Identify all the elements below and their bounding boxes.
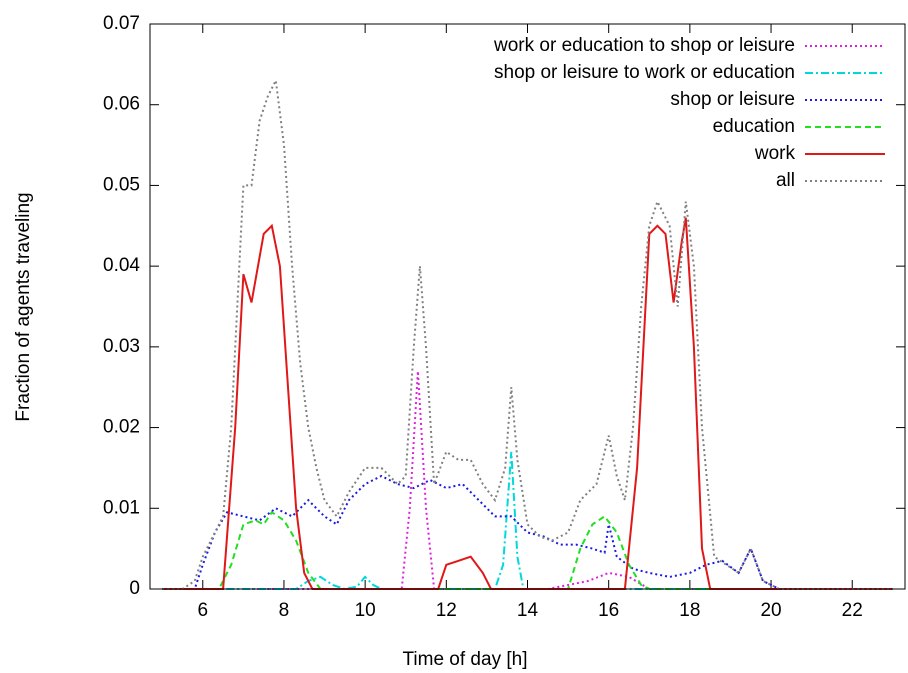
series-line: [162, 217, 893, 590]
y-tick-label: 0.02: [103, 417, 140, 438]
x-axis-label: Time of day [h]: [403, 649, 528, 670]
y-axis-label: Fraction of agents traveling: [13, 192, 34, 421]
series-line: [162, 474, 893, 590]
y-tick-label: 0.04: [103, 255, 140, 276]
legend-label: work: [754, 143, 796, 164]
x-tick-label: 16: [598, 600, 619, 621]
legend-label: shop or leisure: [670, 89, 795, 110]
x-tick-label: 8: [279, 600, 290, 621]
x-tick-label: 18: [679, 600, 700, 621]
y-tick-label: 0.01: [103, 497, 140, 518]
x-tick-label: 10: [355, 600, 376, 621]
x-tick-label: 20: [760, 600, 781, 621]
x-tick-label: 22: [842, 600, 863, 621]
series-line: [162, 371, 893, 590]
y-tick-label: 0.07: [103, 13, 140, 34]
legend-label: all: [776, 170, 795, 191]
y-tick-label: 0.03: [103, 336, 140, 357]
plot-frame: [149, 23, 906, 590]
y-tick-label: 0.06: [103, 94, 140, 115]
legend-label: education: [713, 116, 795, 137]
legend-label: work or education to shop or leisure: [493, 35, 795, 56]
x-tick-label: 14: [517, 600, 539, 621]
legend-label: shop or leisure to work or education: [494, 62, 795, 83]
y-tick-label: 0.05: [103, 174, 140, 195]
y-tick-label: 0: [129, 578, 140, 599]
x-tick-label: 12: [436, 600, 457, 621]
series-line: [162, 510, 893, 590]
x-tick-label: 6: [197, 600, 208, 621]
series-line: [162, 451, 893, 591]
